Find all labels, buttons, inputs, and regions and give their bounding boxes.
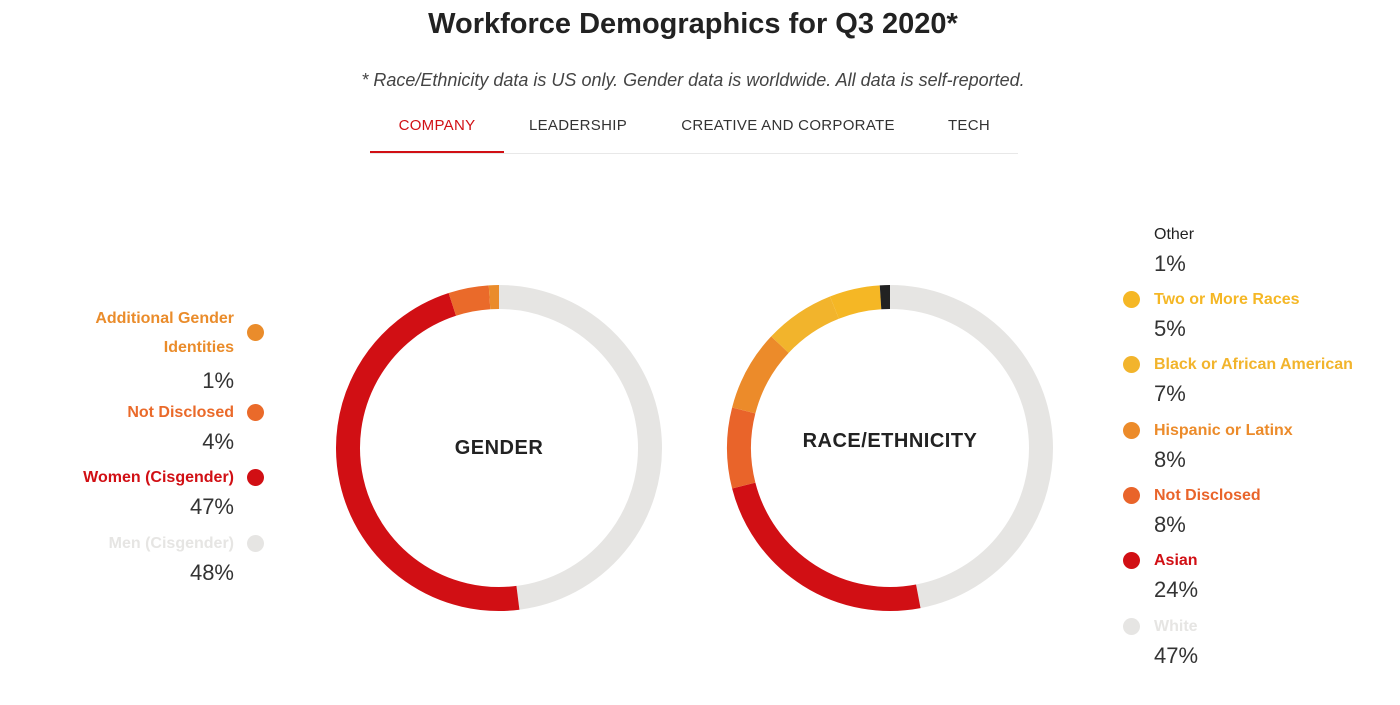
donut-segment-black-or-african-american (771, 296, 840, 354)
legend-item-white: White 47% (1154, 612, 1394, 671)
legend-value: 1% (202, 368, 234, 393)
legend-value: 47% (1154, 643, 1199, 668)
legend-value: 7% (1154, 381, 1186, 406)
legend-item-additional-gender-identities: Additional Gender Identities 1% (40, 304, 234, 396)
legend-dot (1123, 552, 1140, 569)
gender-chart-title: GENDER (455, 437, 544, 459)
legend-value: 4% (202, 429, 234, 454)
donut-segment-white (889, 285, 1053, 609)
legend-label: Men (Cisgender) (108, 535, 234, 552)
legend-dot (247, 535, 264, 552)
legend-value: 24% (1154, 577, 1199, 602)
legend-dot (1123, 618, 1140, 635)
legend-label: Additional Gender Identities (95, 310, 234, 356)
donut-segment-women-cisgender (336, 292, 520, 611)
legend-item-not-disclosed: Not Disclosed 4% (40, 398, 234, 457)
legend-item-not-disclosed: Not Disclosed 8% (1154, 481, 1394, 540)
legend-item-women-cisgender: Women (Cisgender) 47% (40, 463, 234, 522)
legend-item-asian: Asian 24% (1154, 546, 1394, 605)
legend-value: 8% (1154, 512, 1186, 537)
legend-item-two-or-more-races: Two or More Races 5% (1154, 285, 1394, 344)
tab-leadership[interactable]: LEADERSHIP (528, 117, 628, 134)
legend-label: Black or African American (1154, 356, 1353, 373)
legend-label: Two or More Races (1154, 291, 1300, 308)
legend-value: 47% (189, 494, 234, 519)
legend-label: Other (1154, 226, 1195, 243)
legend-dot (1123, 291, 1140, 308)
legend-label: Hispanic or Latinx (1154, 422, 1293, 439)
legend-dot (1123, 356, 1140, 373)
donut-segment-asian (732, 482, 921, 611)
legend-item-other: Other 1% (1154, 220, 1394, 279)
donut-segment-not-disclosed (727, 407, 756, 489)
legend-label: Not Disclosed (1154, 487, 1261, 504)
legend-dot (1123, 487, 1140, 504)
legend-dot (247, 469, 264, 486)
legend-label: White (1154, 618, 1198, 635)
donut-segment-not-disclosed (448, 285, 491, 316)
legend-value: 5% (1154, 316, 1186, 341)
tab-creative-and-corporate[interactable]: CREATIVE AND CORPORATE (681, 117, 895, 134)
legend-value: 48% (189, 560, 234, 585)
tab-tech[interactable]: TECH (947, 117, 991, 134)
donut-segment-hispanic-or-latinx (732, 336, 789, 414)
legend-dot (247, 324, 264, 341)
gender-donut-chart: GENDER (336, 285, 662, 611)
legend-label: Asian (1154, 552, 1198, 569)
legend-dot (1123, 422, 1140, 439)
legend-label: Women (Cisgender) (83, 469, 234, 486)
legend-item-black-or-african-american: Black or African American 7% (1154, 350, 1394, 409)
legend-label: Not Disclosed (127, 404, 234, 421)
race-ethnicity-donut-chart: RACE/ETHNICITY (727, 285, 1053, 611)
tab-bar: COMPANY LEADERSHIP CREATIVE AND CORPORAT… (370, 104, 1018, 154)
tab-company[interactable]: COMPANY (370, 104, 504, 153)
page-subtitle: * Race/Ethnicity data is US only. Gender… (361, 70, 1025, 90)
legend-item-men-cisgender: Men (Cisgender) 48% (40, 529, 234, 588)
donut-segment-two-or-more-races (829, 285, 882, 319)
legend-dot (247, 404, 264, 421)
donut-segment-men-cisgender (498, 285, 662, 610)
legend-value: 8% (1154, 447, 1186, 472)
race-ethnicity-chart-title: RACE/ETHNICITY (803, 430, 978, 452)
legend-value: 1% (1154, 251, 1186, 276)
page-title: Workforce Demographics for Q3 2020* (428, 8, 958, 40)
legend-item-hispanic-or-latinx: Hispanic or Latinx 8% (1154, 416, 1394, 475)
